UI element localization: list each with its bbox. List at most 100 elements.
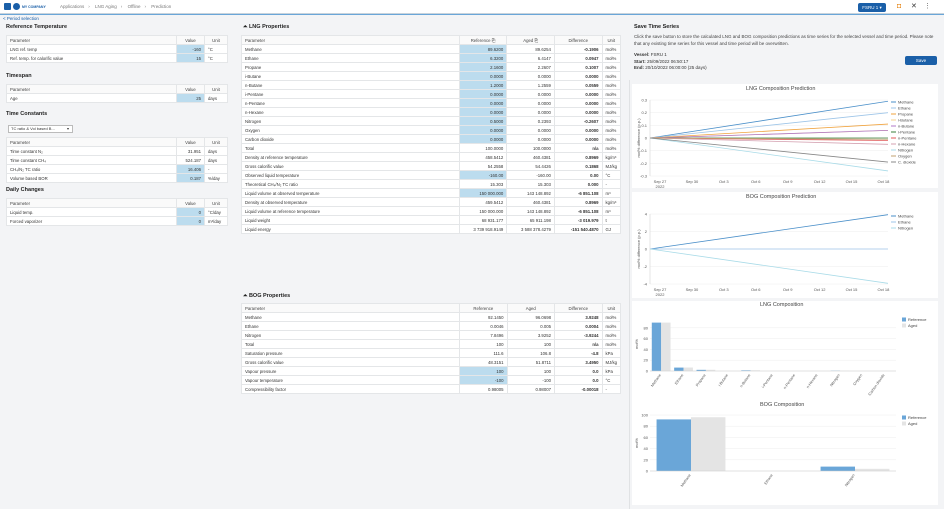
param-cell: Density at reference temperature xyxy=(241,152,460,162)
breadcrumb-offline[interactable]: Offline xyxy=(127,4,141,9)
aged-cell: 106.8 xyxy=(506,348,556,358)
x-tick-label: i-Pentane xyxy=(761,373,774,389)
unit-cell: mol% xyxy=(601,98,622,108)
y-tick-label: 100 xyxy=(641,413,648,418)
unit-cell: mol% xyxy=(601,125,622,135)
difference-cell: 0.0000 xyxy=(553,107,603,117)
difference-cell: 0.8969 xyxy=(553,152,603,162)
reference-cell[interactable]: -100 xyxy=(459,375,508,385)
aged-cell: 1.2559 xyxy=(506,80,555,90)
unit-cell: mol% xyxy=(601,71,622,81)
param-cell: Total xyxy=(240,339,461,349)
table-row: LNG ref. temp -160 °C xyxy=(6,44,228,54)
reference-cell: 15.303 xyxy=(458,179,508,189)
x-tick-label: n-Pentane xyxy=(783,373,796,390)
aged-cell: -160.00 xyxy=(506,170,555,180)
unit-cell: mol% xyxy=(601,330,622,340)
param-cell: Gross calorific value xyxy=(241,161,460,171)
calorific-ref-temp-input[interactable]: 15 xyxy=(176,53,205,63)
copy-icon[interactable]: ⎘ xyxy=(533,37,538,43)
aged-cell: 0.98007 xyxy=(506,384,556,394)
aged-cell: 0.0000 xyxy=(506,125,555,135)
reference-cell[interactable]: 0.5000 xyxy=(458,116,508,126)
unit-cell: mol% xyxy=(601,339,622,349)
menu-icon[interactable]: ⋮ xyxy=(924,3,931,10)
breadcrumb-applications[interactable]: Applications xyxy=(60,4,85,9)
reference-cell[interactable]: 150 000.000 xyxy=(458,188,508,198)
legend-entry: Methane xyxy=(898,214,914,219)
table-row: i-Butane 0.0000 0.0000 0.0000 mol% xyxy=(241,71,622,81)
reference-cell[interactable]: 6.3200 xyxy=(458,53,508,63)
save-button[interactable]: Save xyxy=(905,56,937,65)
time-constant-method-select[interactable]: TC ratio & Vol based B... ▾ xyxy=(8,125,73,133)
breadcrumb-lng-aging[interactable]: LNG Aging xyxy=(95,4,117,9)
param-cell: i-Pentane xyxy=(241,89,460,99)
x-tick-label: Oct 15 xyxy=(846,179,859,184)
x-tick-label: 2022 xyxy=(656,292,666,297)
difference-cell: 0.0000 xyxy=(553,89,603,99)
unit-cell: - xyxy=(601,384,622,394)
unit-cell: GJ xyxy=(601,224,622,234)
col-parameter: Parameter xyxy=(6,35,177,45)
reference-cell[interactable]: 100 xyxy=(459,366,508,376)
x-tick-label: Oct 3 xyxy=(719,179,729,184)
reference-cell[interactable]: 0.0000 xyxy=(458,134,508,144)
legend-entry: Nitrogen xyxy=(898,226,913,231)
unit-cell: °C xyxy=(601,170,622,180)
reference-cell: 150 000.000 xyxy=(458,206,508,216)
save-time-series-title: Save Time Series xyxy=(634,24,680,30)
difference-cell: 0.1007 xyxy=(553,62,603,72)
table-row: Nitrogen 7.8496 3.9252 -3.9244 mol% xyxy=(240,330,622,340)
unit-cell: mol% xyxy=(601,107,622,117)
lng-ref-temp-input[interactable]: -160 xyxy=(176,44,205,54)
period-selection-link[interactable]: < Period selection xyxy=(3,16,39,21)
y-tick-label: 0 xyxy=(645,247,648,252)
series-line-methane xyxy=(649,100,889,139)
chart-title: BOG Composition xyxy=(760,402,805,408)
aged-cell: 3 588 378.4279 xyxy=(506,224,555,234)
reference-cell[interactable]: 0.0000 xyxy=(458,89,508,99)
table-row: n-Hexane 0.0000 0.0000 0.0000 mol% xyxy=(241,107,622,117)
legend-entry: n-Hexane xyxy=(898,142,916,147)
copy-icon[interactable]: ⎘ xyxy=(490,37,496,43)
legend-entry: Reference xyxy=(908,415,927,420)
reference-cell[interactable]: 0.0000 xyxy=(458,107,508,117)
difference-cell: 0.0000 xyxy=(553,134,603,144)
param-cell: Total xyxy=(241,143,460,153)
reference-cell[interactable]: 0.0000 xyxy=(458,71,508,81)
y-tick-label: -0.1 xyxy=(640,148,648,153)
param-cell: Gross calorific value xyxy=(240,357,461,367)
age-input[interactable]: 25 xyxy=(176,93,205,103)
y-tick-label: 0 xyxy=(646,469,649,474)
reference-cell[interactable]: -160.00 xyxy=(458,170,508,180)
reference-cell[interactable]: 2.1600 xyxy=(458,62,508,72)
difference-cell: -0.00018 xyxy=(554,384,603,394)
chevron-down-icon[interactable]: ⏶ xyxy=(243,24,249,30)
difference-cell: -151 540.4870 xyxy=(553,224,603,234)
x-tick-label: Oct 12 xyxy=(814,287,827,292)
tools-icon[interactable]: ✕ xyxy=(911,3,917,10)
reference-cell: 0.0046 xyxy=(459,321,508,331)
reference-cell[interactable]: 89.6200 xyxy=(458,44,508,54)
reference-cell[interactable]: 0.0000 xyxy=(458,125,508,135)
forced-vaporizer-input[interactable]: 0 xyxy=(176,216,205,226)
vessel-select-button[interactable]: FSRU 1 ▾ xyxy=(858,3,886,12)
reference-cell[interactable]: 0.0000 xyxy=(458,98,508,108)
unit-cell: kg/m³ xyxy=(601,152,622,162)
tc-ratio-input[interactable]: 16.406 xyxy=(176,164,205,174)
liquid-temp-change-input[interactable]: 0 xyxy=(176,207,205,217)
company-brand: MY COMPANY xyxy=(13,3,46,10)
param-cell: Carbon dioxide xyxy=(241,134,460,144)
chevron-down-icon: ▾ xyxy=(66,126,69,131)
calendar-icon[interactable]: ◘ xyxy=(897,3,902,10)
bor-input[interactable]: 0.187 xyxy=(176,173,205,183)
chevron-down-icon[interactable]: ⏶ xyxy=(243,293,249,299)
lng-prediction-chart: LNG Composition Prediction 0.3 0.2 0.1 0 -0.… xyxy=(632,84,938,189)
aged-cell: 460.4381 xyxy=(506,197,555,207)
difference-cell: 0.0 xyxy=(554,375,603,385)
series-line-nitrogen xyxy=(649,248,889,284)
y-tick-label: 4 xyxy=(645,212,648,217)
difference-cell: -6 851.108 xyxy=(553,188,603,198)
reference-cell[interactable]: 1.2000 xyxy=(458,80,508,90)
y-tick-label: 60 xyxy=(644,435,649,440)
